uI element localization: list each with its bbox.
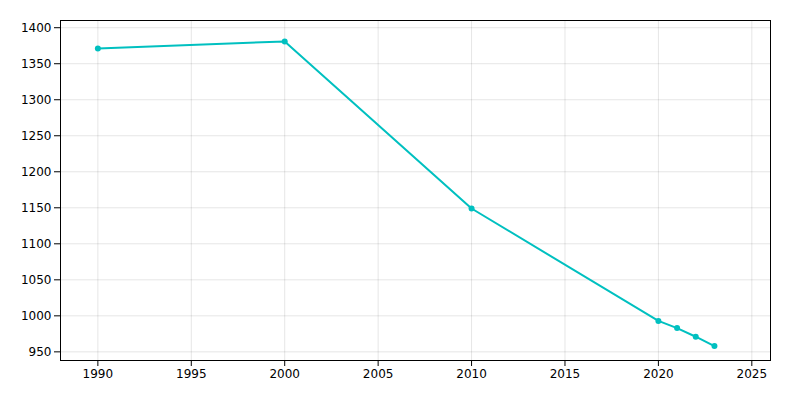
svg-text:1150: 1150 <box>21 201 52 215</box>
svg-text:1995: 1995 <box>176 367 207 381</box>
svg-text:2015: 2015 <box>550 367 581 381</box>
svg-text:2020: 2020 <box>643 367 674 381</box>
svg-text:1200: 1200 <box>21 165 52 179</box>
svg-text:1100: 1100 <box>21 237 52 251</box>
svg-text:2010: 2010 <box>456 367 487 381</box>
svg-text:2000: 2000 <box>269 367 300 381</box>
svg-text:1350: 1350 <box>21 57 52 71</box>
svg-text:1400: 1400 <box>21 21 52 35</box>
svg-text:1000: 1000 <box>21 309 52 323</box>
svg-text:2025: 2025 <box>737 367 768 381</box>
svg-text:1050: 1050 <box>21 273 52 287</box>
svg-text:1300: 1300 <box>21 93 52 107</box>
svg-text:950: 950 <box>29 345 52 359</box>
svg-text:2005: 2005 <box>363 367 394 381</box>
svg-text:1250: 1250 <box>21 129 52 143</box>
svg-text:1990: 1990 <box>83 367 114 381</box>
